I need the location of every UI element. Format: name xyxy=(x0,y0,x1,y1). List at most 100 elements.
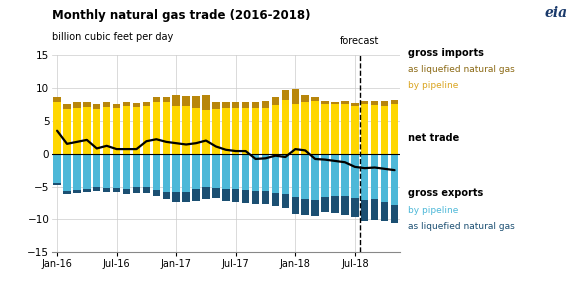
Bar xyxy=(113,108,120,154)
Bar xyxy=(103,154,111,188)
Bar xyxy=(93,187,101,191)
Bar xyxy=(252,102,259,108)
Bar xyxy=(312,97,319,101)
Bar xyxy=(123,154,130,188)
Bar xyxy=(312,101,319,154)
Bar xyxy=(381,202,389,221)
Bar xyxy=(123,106,130,154)
Bar xyxy=(182,106,190,154)
Bar xyxy=(163,97,170,102)
Bar xyxy=(53,102,61,154)
Bar xyxy=(192,108,200,154)
Bar xyxy=(341,104,349,154)
Bar xyxy=(153,97,160,102)
Bar xyxy=(142,102,150,106)
Bar xyxy=(222,154,229,189)
Bar xyxy=(242,190,250,203)
Bar xyxy=(192,96,200,108)
Bar xyxy=(351,106,358,154)
Bar xyxy=(113,104,120,108)
Bar xyxy=(262,108,269,154)
Bar xyxy=(321,154,329,197)
Bar xyxy=(321,101,329,104)
Bar xyxy=(391,154,398,205)
Bar xyxy=(272,154,279,193)
Bar xyxy=(103,107,111,154)
Bar xyxy=(272,193,279,206)
Bar xyxy=(222,108,229,154)
Bar xyxy=(103,102,111,107)
Bar xyxy=(202,95,210,110)
Bar xyxy=(182,96,190,106)
Bar xyxy=(53,97,61,102)
Text: Monthly natural gas trade (2016-2018): Monthly natural gas trade (2016-2018) xyxy=(52,9,310,22)
Bar xyxy=(281,90,289,100)
Bar xyxy=(381,154,389,202)
Bar xyxy=(232,189,240,202)
Bar xyxy=(93,109,101,154)
Bar xyxy=(63,154,71,191)
Bar xyxy=(163,102,170,154)
Bar xyxy=(173,154,180,192)
Bar xyxy=(331,196,339,213)
Bar xyxy=(182,192,190,202)
Bar xyxy=(262,101,269,108)
Bar xyxy=(242,108,250,154)
Text: net trade: net trade xyxy=(408,133,460,143)
Bar xyxy=(113,154,120,188)
Bar xyxy=(153,154,160,190)
Bar xyxy=(212,154,219,188)
Bar xyxy=(341,196,349,215)
Bar xyxy=(133,107,140,154)
Bar xyxy=(391,100,398,104)
Bar xyxy=(123,188,130,194)
Bar xyxy=(292,104,299,154)
Bar xyxy=(73,190,80,193)
Bar xyxy=(281,100,289,154)
Text: by pipeline: by pipeline xyxy=(408,81,459,90)
Bar xyxy=(381,101,389,106)
Text: billion cubic feet per day: billion cubic feet per day xyxy=(52,32,173,42)
Bar xyxy=(153,190,160,196)
Bar xyxy=(142,154,150,187)
Bar xyxy=(331,104,339,154)
Bar xyxy=(212,109,219,154)
Bar xyxy=(103,188,111,192)
Bar xyxy=(83,102,90,107)
Bar xyxy=(262,191,269,204)
Text: gross exports: gross exports xyxy=(408,188,483,198)
Bar xyxy=(312,200,319,216)
Bar xyxy=(113,188,120,193)
Bar xyxy=(222,102,229,108)
Bar xyxy=(63,109,71,154)
Bar xyxy=(133,154,140,187)
Bar xyxy=(272,105,279,154)
Bar xyxy=(83,154,90,188)
Bar xyxy=(371,105,379,154)
Bar xyxy=(292,154,299,197)
Bar xyxy=(83,188,90,192)
Bar xyxy=(331,102,339,104)
Bar xyxy=(173,106,180,154)
Bar xyxy=(292,197,299,213)
Bar xyxy=(73,108,80,154)
Bar xyxy=(202,110,210,154)
Bar xyxy=(232,108,240,154)
Bar xyxy=(361,154,368,200)
Bar xyxy=(93,154,101,187)
Bar xyxy=(123,102,130,106)
Bar xyxy=(371,101,379,105)
Bar xyxy=(312,154,319,200)
Bar xyxy=(133,187,140,193)
Bar xyxy=(371,154,379,199)
Bar xyxy=(371,199,379,220)
Text: gross imports: gross imports xyxy=(408,48,484,58)
Text: by pipeline: by pipeline xyxy=(408,206,459,215)
Bar xyxy=(302,95,309,102)
Bar xyxy=(83,107,90,154)
Bar xyxy=(272,97,279,105)
Bar xyxy=(142,106,150,154)
Bar xyxy=(341,101,349,104)
Bar xyxy=(163,192,170,199)
Bar xyxy=(341,154,349,196)
